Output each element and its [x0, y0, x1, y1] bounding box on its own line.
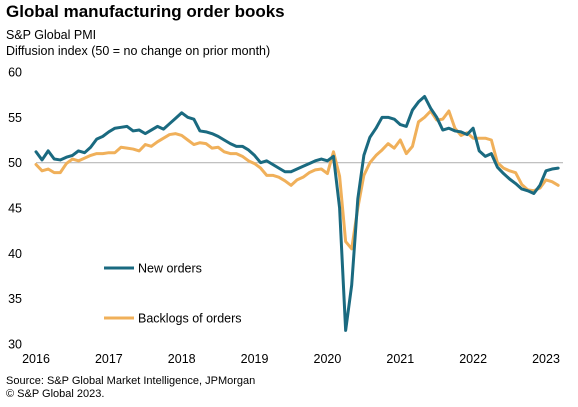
legend-label-new-orders: New orders — [138, 262, 202, 276]
series-backlogs-line — [34, 109, 560, 251]
y-tick-label: 60 — [8, 66, 22, 80]
y-axis-tick-labels: 30 35 40 45 50 55 60 — [8, 66, 22, 352]
source-note: Source: S&P Global Market Intelligence, … — [6, 375, 256, 387]
x-tick-label: 2019 — [241, 352, 269, 366]
x-tick-label: 2020 — [314, 352, 342, 366]
chart-series — [34, 94, 560, 332]
x-tick-label: 2023 — [532, 352, 560, 366]
legend-label-backlogs: Backlogs of orders — [138, 312, 242, 326]
copyright-note: © S&P Global 2023. — [6, 388, 105, 400]
y-tick-label: 40 — [8, 247, 22, 261]
y-tick-label: 45 — [8, 202, 22, 216]
chart-title: Global manufacturing order books — [6, 2, 285, 21]
chart-legend: New orders Backlogs of orders — [104, 262, 242, 326]
x-tick-label: 2016 — [22, 352, 50, 366]
x-tick-label: 2018 — [168, 352, 196, 366]
y-tick-label: 50 — [8, 156, 22, 170]
x-tick-label: 2017 — [95, 352, 123, 366]
chart-subtitle-index-description: Diffusion index (50 = no change on prior… — [6, 44, 271, 58]
y-tick-label: 30 — [8, 338, 22, 352]
y-tick-label: 35 — [8, 292, 22, 306]
x-tick-label: 2022 — [459, 352, 487, 366]
x-axis-tick-labels: 2016 2017 2018 2019 2020 2021 2022 2023 — [22, 352, 560, 366]
y-tick-label: 55 — [8, 111, 22, 125]
series-new-orders-line — [34, 94, 560, 332]
x-tick-label: 2021 — [386, 352, 414, 366]
chart-subtitle-source-name: S&P Global PMI — [6, 28, 97, 42]
